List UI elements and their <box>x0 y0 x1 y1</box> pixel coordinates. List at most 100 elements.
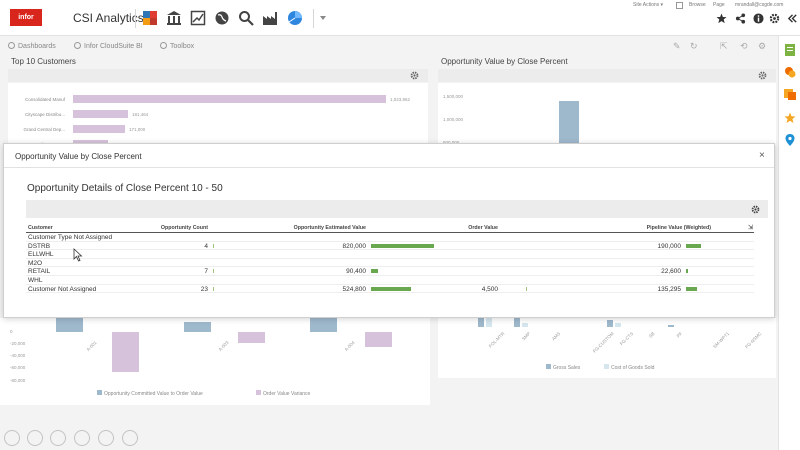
grid-settings-gear-icon[interactable] <box>751 205 760 214</box>
dialog-title: Opportunity Value by Close Percent <box>15 152 142 161</box>
edit-icon[interactable]: ✎ <box>673 41 681 51</box>
sync-icon[interactable]: ⟲ <box>740 41 748 51</box>
x-category-label: SM-WPT1 <box>712 331 731 350</box>
search-icon[interactable] <box>238 10 254 26</box>
nav-dashboards[interactable]: Dashboards <box>8 42 56 50</box>
dashboard-settings-icon[interactable]: ⚙ <box>758 41 767 51</box>
column-header-opportunity-count[interactable]: Opportunity Count <box>160 225 208 231</box>
gross-sales-chart: FOL-MTR SMP AMS FG-CUSTOM FG-CTS SB PF S… <box>438 318 776 378</box>
customer-bar[interactable] <box>73 95 386 103</box>
cell-pipeline-value: 135,295 <box>657 285 682 293</box>
bar-value-label: 1,023,862 <box>390 97 411 102</box>
x-category-label: FG-NSMC <box>744 331 763 350</box>
cell-customer: M2O <box>28 259 43 267</box>
x-category-label: A-001 <box>85 340 98 353</box>
column-header-order-value[interactable]: Order Value <box>468 225 498 231</box>
table-row[interactable]: RETAIL 7 90,400 22,600 <box>26 267 754 276</box>
forward-nav-icon[interactable] <box>27 430 43 446</box>
table-row[interactable]: WHL <box>26 276 754 285</box>
share-icon[interactable] <box>735 13 746 24</box>
customer-bar[interactable] <box>73 110 128 118</box>
legend-item: Opportunity Committed Value to Order Val… <box>97 390 203 397</box>
nav-label: Infor CloudSuite BI <box>84 43 143 50</box>
y-tick-label: -80,000 <box>10 378 26 383</box>
data-bar <box>686 243 701 248</box>
order-value-variance-chart: 0 -20,000 -40,000 -60,000 -80,000 A-001 … <box>0 318 430 405</box>
table-row[interactable]: Customer Type Not Assigned <box>26 233 754 242</box>
bar-category-label: Consolidated Manuf <box>24 97 65 102</box>
column-header-customer[interactable]: Customer <box>28 225 53 231</box>
document-icon[interactable] <box>784 44 796 56</box>
legend-label: Opportunity Committed Value to Order Val… <box>104 391 203 397</box>
globe-icon[interactable] <box>214 10 230 26</box>
customer-bar[interactable] <box>73 125 125 133</box>
user-name[interactable]: mrandall@csgde.com <box>735 2 784 8</box>
legend-label: Order Value Variance <box>263 391 311 397</box>
data-bar <box>213 243 214 248</box>
chart-bar <box>607 320 613 327</box>
table-row[interactable]: Customer Not Assigned 23 524,800 4,500 135,2… <box>26 285 754 294</box>
dashboards-icon <box>8 42 15 49</box>
site-actions-link[interactable]: Site Actions ▾ <box>633 2 664 8</box>
chart-bar <box>310 318 337 332</box>
more-options-icon[interactable] <box>122 430 138 446</box>
panel-gear-icon[interactable] <box>410 71 419 80</box>
page-icon[interactable] <box>676 2 683 9</box>
star-icon[interactable] <box>716 13 727 24</box>
nav-label: Toolbox <box>170 43 195 50</box>
refresh-icon[interactable]: ↻ <box>690 41 698 51</box>
location-pin-icon[interactable] <box>784 134 796 146</box>
y-tick-label: 0 <box>10 329 13 334</box>
export-icon[interactable]: ⇱ <box>720 41 728 51</box>
back-nav-icon[interactable] <box>4 430 20 446</box>
x-category-label: AMS <box>550 331 562 342</box>
column-header-pipeline-value[interactable]: Pipeline Value (Weighted) <box>646 225 711 231</box>
cell-customer: WHL <box>28 276 43 284</box>
factory-icon[interactable] <box>262 10 278 26</box>
table-row[interactable]: ELLWHL <box>26 250 754 259</box>
export-grid-icon[interactable]: ⇲ <box>748 225 754 231</box>
x-category-label: SMP <box>520 331 532 342</box>
favorites-star-icon[interactable] <box>784 112 796 124</box>
cell-pipeline-value: 22,600 <box>661 268 681 276</box>
bank-icon[interactable] <box>166 10 182 26</box>
panel-toolbar <box>8 69 428 82</box>
data-bar <box>371 269 378 274</box>
app-launcher-icon[interactable] <box>142 10 158 26</box>
coins-icon[interactable] <box>784 66 796 78</box>
browse-tab[interactable]: Browse <box>689 2 706 8</box>
trend-chart-icon[interactable] <box>190 10 206 26</box>
pen-tool-icon[interactable] <box>50 430 66 446</box>
close-icon[interactable]: × <box>759 150 765 161</box>
copy-icon[interactable] <box>74 430 90 446</box>
legend-swatch <box>256 390 261 395</box>
notes-icon[interactable] <box>784 88 796 100</box>
cell-order-value: 4,500 <box>481 285 498 293</box>
table-row[interactable]: M2O <box>26 259 754 268</box>
bar-value-label: 181,464 <box>132 112 149 117</box>
nav-label: Dashboards <box>18 43 56 50</box>
collapse-panel-icon[interactable] <box>787 13 798 24</box>
grid-toolbar <box>26 200 768 218</box>
top-customers-chart: Consolidated Manuf 1,023,862 Cityscape Dis… <box>8 83 428 148</box>
page-tab[interactable]: Page <box>713 2 725 8</box>
info-icon[interactable] <box>753 13 764 24</box>
dialog-header: Opportunity Value by Close Percent × <box>4 144 774 168</box>
nav-toolbox[interactable]: Toolbox <box>160 42 194 50</box>
y-tick-label: 1,000,000 <box>443 117 464 122</box>
column-header-estimated-value[interactable]: Opportunity Estimated Value <box>293 225 366 231</box>
app-title: CSI Analytics <box>73 11 144 25</box>
legend-item: Gross Sales <box>546 364 580 371</box>
toolbox-icon <box>160 42 167 49</box>
opportunity-details-grid: Customer Opportunity Count Opportunity E… <box>26 224 754 294</box>
table-row[interactable]: DSTRB 4 820,000 190,000 <box>26 242 754 251</box>
chevron-down-icon[interactable] <box>318 13 328 23</box>
bar-category-label: Grand Central Dep... <box>23 127 65 132</box>
zoom-icon[interactable] <box>98 430 114 446</box>
settings-gear-icon[interactable] <box>769 13 780 24</box>
pie-chart-icon[interactable] <box>287 10 303 26</box>
panel-gear-icon[interactable] <box>758 71 767 80</box>
nav-infor-cloudsuite-bi[interactable]: Infor CloudSuite BI <box>74 42 143 50</box>
x-category-label: FG-CTS <box>618 331 635 347</box>
data-bar <box>371 286 411 291</box>
